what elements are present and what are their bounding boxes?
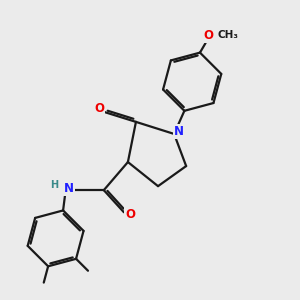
Text: H: H	[50, 180, 59, 190]
Text: N: N	[64, 182, 74, 196]
Text: O: O	[94, 102, 104, 115]
Text: CH₃: CH₃	[218, 30, 239, 40]
Text: N: N	[174, 125, 184, 138]
Text: O: O	[125, 208, 135, 221]
Text: O: O	[203, 29, 213, 42]
